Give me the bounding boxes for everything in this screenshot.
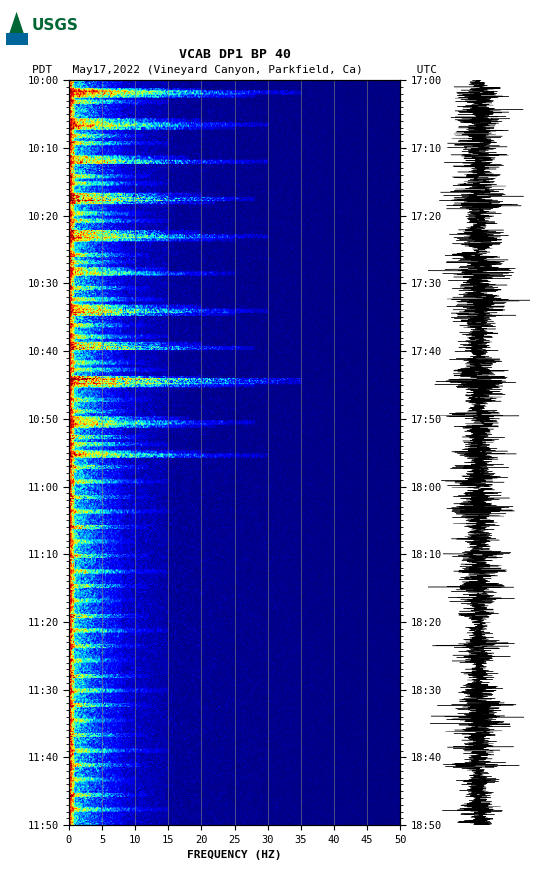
Polygon shape (6, 33, 28, 45)
X-axis label: FREQUENCY (HZ): FREQUENCY (HZ) (187, 850, 282, 861)
Text: USGS: USGS (32, 19, 79, 33)
Text: VCAB DP1 BP 40: VCAB DP1 BP 40 (179, 47, 290, 61)
Text: PDT   May17,2022 (Vineyard Canyon, Parkfield, Ca)        UTC: PDT May17,2022 (Vineyard Canyon, Parkfie… (32, 65, 437, 75)
Polygon shape (6, 12, 28, 45)
